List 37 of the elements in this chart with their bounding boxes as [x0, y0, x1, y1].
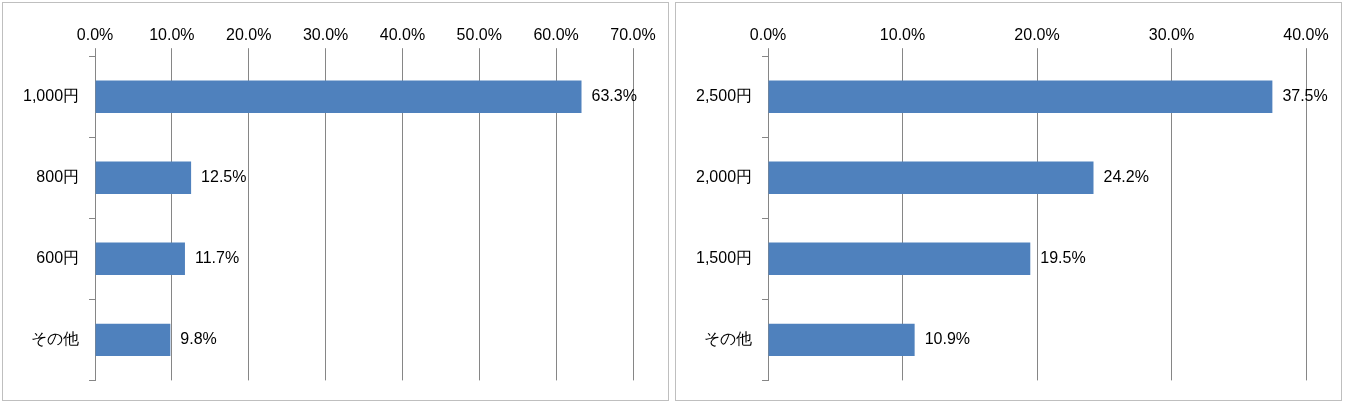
data-label: 11.7% — [194, 249, 240, 267]
data-label: 24.2% — [1103, 168, 1149, 186]
x-tick-label: 40.0% — [379, 26, 426, 44]
x-tick-label: 70.0% — [610, 26, 656, 44]
data-label: 37.5% — [1282, 87, 1328, 105]
data-label: 19.5% — [1040, 249, 1086, 267]
bar — [95, 80, 582, 113]
x-tick-label: 30.0% — [302, 26, 349, 44]
y-tick-label: その他 — [31, 330, 80, 348]
data-label: 63.3% — [591, 87, 637, 105]
y-tick-label: 1,500円 — [695, 249, 753, 267]
y-tick-label: 2,500円 — [695, 87, 753, 105]
x-tick-label: 50.0% — [456, 26, 502, 44]
x-tick-label: 60.0% — [533, 26, 579, 44]
bar — [95, 323, 171, 357]
bar — [768, 80, 1273, 113]
x-tick-label: 0.0% — [76, 26, 114, 44]
data-label: 12.5% — [201, 168, 247, 186]
y-tick-label: 800円 — [36, 168, 80, 186]
x-tick-label: 40.0% — [1283, 26, 1329, 44]
y-tick-label: 2,000円 — [695, 168, 753, 186]
bar — [768, 161, 1094, 194]
y-tick-label: 600円 — [36, 249, 80, 267]
x-tick-label: 30.0% — [1148, 26, 1195, 44]
bar — [768, 323, 915, 357]
y-tick-label: その他 — [704, 330, 753, 348]
x-tick-label: 20.0% — [226, 26, 272, 44]
bar — [95, 161, 192, 194]
bar — [768, 242, 1031, 276]
data-label: 10.9% — [924, 330, 971, 348]
x-tick-label: 10.0% — [149, 26, 195, 44]
data-label: 9.8% — [180, 330, 217, 348]
x-tick-label: 10.0% — [879, 26, 926, 44]
x-tick-label: 0.0% — [749, 26, 787, 44]
x-tick-label: 20.0% — [1014, 26, 1060, 44]
bar — [95, 242, 185, 276]
y-tick-label: 1,000円 — [22, 87, 80, 105]
